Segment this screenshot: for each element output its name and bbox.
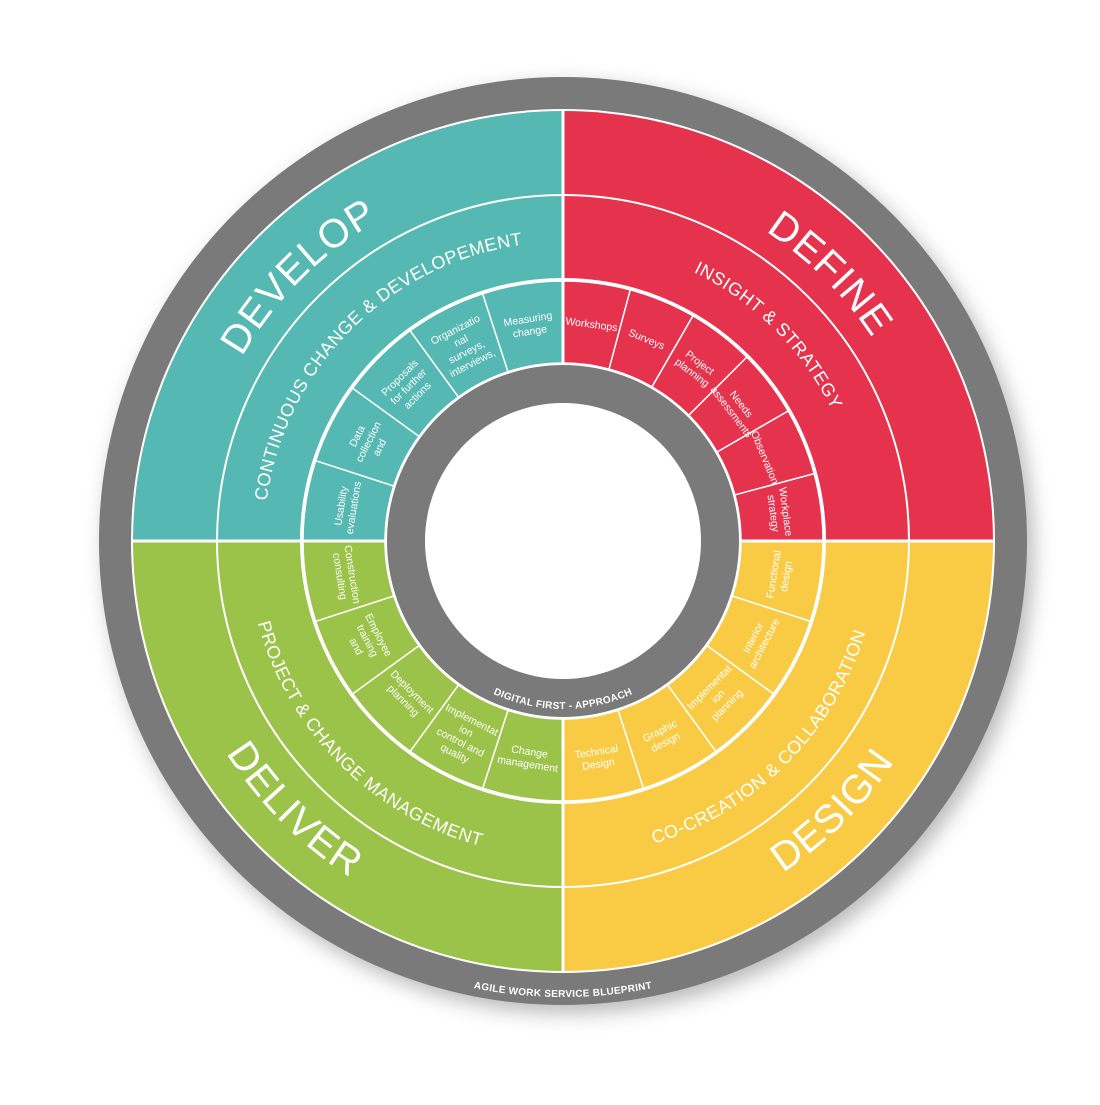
define-ring-band xyxy=(563,195,909,541)
hub-center xyxy=(425,403,701,679)
develop-segment-label-5: Measuringchange xyxy=(503,310,555,342)
design-ring-band xyxy=(563,541,909,887)
deliver-ring-band xyxy=(217,541,563,887)
design-segment-label-5: TechnicalDesign xyxy=(574,743,621,774)
develop-ring-band xyxy=(217,195,563,541)
design-segment-label-1: Functionaldesign xyxy=(764,550,796,602)
define-segment-label-6: Workplacestrategy xyxy=(764,486,795,538)
